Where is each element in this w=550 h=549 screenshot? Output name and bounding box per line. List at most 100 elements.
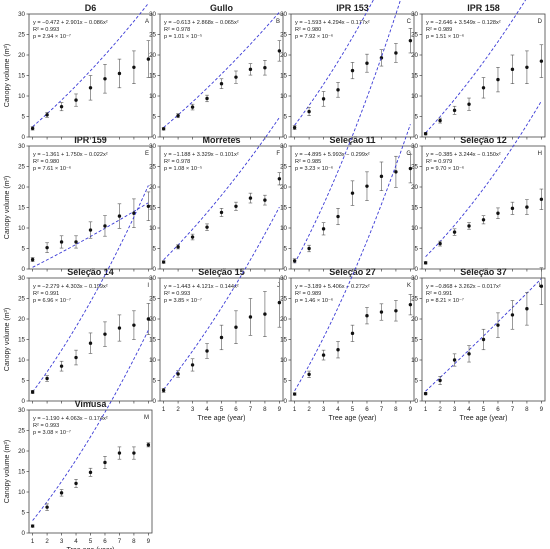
data-point <box>336 348 340 352</box>
y-tick-label: 10 <box>18 489 25 496</box>
y-tick-label: 20 <box>149 52 156 59</box>
fit-curve <box>425 278 542 392</box>
data-point <box>394 51 398 55</box>
data-point <box>321 227 326 231</box>
p-value: p = 1.46 × 10⁻⁶ <box>295 297 333 304</box>
x-tick-label: 8 <box>525 406 529 413</box>
y-tick-label: 30 <box>149 143 156 150</box>
data-point <box>277 300 282 305</box>
data-point <box>219 210 224 215</box>
data-point <box>132 323 136 327</box>
y-tick-label: 15 <box>280 73 287 80</box>
r-squared: R² = 0.991 <box>426 291 452 297</box>
p-value: p = 2.94 × 10⁻⁷ <box>33 33 71 40</box>
y-tick-label: 5 <box>415 246 419 253</box>
panel-title: Seleção 12 <box>460 135 507 145</box>
y-tick-label: 15 <box>18 469 25 476</box>
r-squared: R² = 0.978 <box>164 159 190 165</box>
data-point <box>45 113 49 117</box>
regression-equation: y = −4.895 + 5.993x − 0.299x² <box>295 152 370 158</box>
data-point <box>190 105 195 109</box>
y-tick-label: 15 <box>411 205 418 212</box>
panel-title: D6 <box>85 3 97 13</box>
panel-title: IPR 158 <box>467 3 500 13</box>
data-point <box>467 352 471 356</box>
regression-equation: y = −1.443 + 4.121x − 0.144x² <box>164 284 239 290</box>
data-point <box>307 109 311 114</box>
y-tick-label: 20 <box>411 52 418 59</box>
y-tick-label: 15 <box>18 73 25 80</box>
data-point <box>365 184 369 188</box>
regression-equation: y = −0.613 + 2.868x − 0.065x² <box>164 20 239 26</box>
panel-4: IPR 158 Dy = −2.646 + 3.549x − 0.128x²R² … <box>411 0 546 141</box>
x-tick-label: 6 <box>234 406 238 413</box>
data-point <box>30 524 35 528</box>
p-value: p = 9.70 × 10⁻⁶ <box>426 165 464 172</box>
data-point <box>452 358 457 362</box>
r-squared: R² = 0.993 <box>164 291 190 297</box>
y-tick-label: 5 <box>22 114 26 121</box>
data-point <box>321 353 326 357</box>
y-tick-label: 20 <box>18 316 25 323</box>
fit-curve <box>163 117 280 261</box>
data-point <box>103 460 107 465</box>
y-tick-label: 20 <box>149 316 156 323</box>
panel-6: Morretes Fy = −1.188 + 3.329x − 0.101x²R²… <box>149 117 284 273</box>
y-tick-label: 10 <box>280 357 287 364</box>
y-tick-label: 15 <box>280 205 287 212</box>
data-point <box>74 355 78 360</box>
y-tick-label: 5 <box>153 246 157 253</box>
data-point <box>394 309 398 313</box>
y-tick-label: 30 <box>411 11 418 18</box>
data-point <box>525 205 529 209</box>
data-point <box>205 96 209 101</box>
r-squared: R² = 0.989 <box>426 27 452 33</box>
data-point <box>176 372 180 376</box>
y-tick-label: 20 <box>18 52 25 59</box>
data-point <box>321 97 326 101</box>
data-point <box>248 67 253 72</box>
y-tick-label: 25 <box>149 164 156 171</box>
x-tick-label: 7 <box>511 406 515 413</box>
x-tick-label: 4 <box>467 406 471 413</box>
panel-letter: C <box>407 19 412 25</box>
data-point <box>423 261 428 265</box>
y-tick-label: 25 <box>149 32 156 39</box>
panel-letter: H <box>538 151 542 157</box>
x-tick-label: 6 <box>103 538 107 545</box>
y-tick-label: 0 <box>22 134 26 141</box>
data-point <box>45 505 49 509</box>
panel-letter: K <box>407 283 411 289</box>
y-tick-label: 25 <box>18 296 25 303</box>
panel-letter: M <box>144 415 149 421</box>
panel-title: Seleção 27 <box>329 267 376 277</box>
data-point <box>336 214 340 219</box>
data-point <box>438 378 442 383</box>
data-point <box>277 177 282 181</box>
y-tick-label: 10 <box>280 93 287 100</box>
data-point <box>88 228 93 232</box>
p-value: p = 3.08 × 10⁻⁷ <box>33 429 71 436</box>
x-tick-label: 4 <box>74 538 78 545</box>
y-tick-label: 0 <box>284 266 288 273</box>
y-tick-label: 20 <box>280 52 287 59</box>
p-value: p = 1.51 × 10⁻⁶ <box>426 33 464 40</box>
x-axis-label: Tree age (year) <box>329 415 377 422</box>
y-tick-label: 20 <box>411 316 418 323</box>
r-squared: R² = 0.980 <box>295 27 321 33</box>
data-point <box>510 313 515 317</box>
panel-title: Gullo <box>210 3 233 13</box>
panel-title: Seleção 11 <box>329 135 375 145</box>
data-point <box>307 372 311 377</box>
data-point <box>205 225 209 229</box>
y-axis-label: Canopy volume (m³) <box>4 308 11 371</box>
y-tick-label: 5 <box>22 510 26 517</box>
y-axis-label: Canopy volume (m³) <box>4 440 11 503</box>
fit-curve <box>294 0 374 126</box>
data-point <box>30 126 35 131</box>
data-point <box>117 214 122 218</box>
data-point <box>132 451 136 455</box>
p-value: p = 8.21 × 10⁻⁷ <box>426 297 464 304</box>
